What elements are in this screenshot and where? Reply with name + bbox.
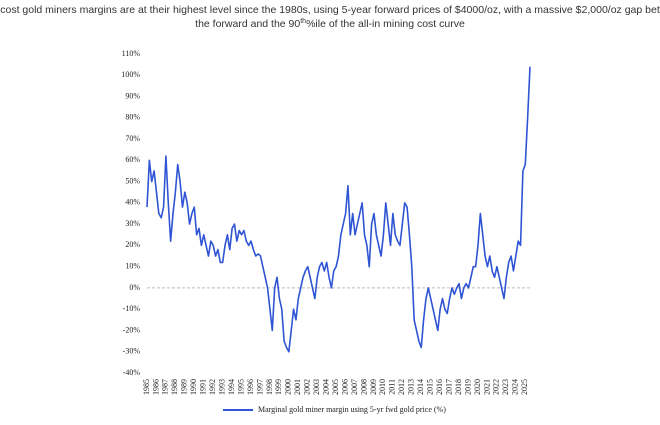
y-tick-label: 20% [125,240,140,249]
data-line [146,66,531,353]
x-tick-label: 2003 [312,379,321,395]
x-tick-label: 1989 [180,379,189,395]
y-tick-label: 70% [125,134,140,143]
y-tick-label: 10% [125,261,140,270]
y-tick-label: 90% [125,91,140,100]
x-tick-label: 1988 [170,379,179,395]
x-tick-label: 2015 [426,379,435,395]
x-tick-label: 1994 [227,379,236,395]
x-tick-label: 1985 [142,379,151,395]
chart-title-superscript: th [300,18,306,25]
x-tick-label: 1995 [236,379,245,395]
y-tick-label: 110% [122,49,141,58]
x-tick-label: 1987 [161,379,170,395]
chart-title: the forward and the 90th%ile of the all-… [195,18,465,30]
x-tick-label: 2017 [444,379,453,395]
x-tick-label: 2011 [388,379,397,395]
x-tick-label: 2025 [520,379,529,395]
x-tick-label: 2020 [473,379,482,395]
x-tick-label: 2013 [407,379,416,395]
x-tick-label: 2024 [511,379,520,395]
x-tick-label: 1997 [255,379,264,395]
x-tick-label: 1990 [189,379,198,395]
x-tick-label: 2004 [322,379,331,395]
x-tick-label: 2002 [303,379,312,395]
chart-title-part: the forward and the 90 [195,18,300,30]
y-tick-label: 40% [125,198,140,207]
x-tick-label: 2023 [501,379,510,395]
x-tick-label: 2018 [454,379,463,395]
y-tick-label: -20% [123,325,141,334]
y-tick-label: 30% [125,219,140,228]
x-tick-label: 1996 [246,379,255,395]
y-tick-label: 0% [129,283,140,292]
chart-title: High-cost gold miners margins are at the… [0,4,660,16]
x-tick-label: 2016 [435,379,444,395]
y-tick-label: 80% [125,113,140,122]
y-tick-label: 50% [125,176,140,185]
x-tick-label: 2014 [416,379,425,395]
x-tick-label: 2001 [293,379,302,395]
x-tick-label: 2022 [492,379,501,395]
x-tick-label: 2009 [369,379,378,395]
y-tick-label: 60% [125,155,140,164]
y-tick-label: -40% [123,368,141,377]
x-tick-label: 2019 [463,379,472,395]
y-tick-label: 100% [121,70,140,79]
x-tick-label: 1999 [274,379,283,395]
x-tick-label: 1998 [265,379,274,395]
x-tick-label: 1986 [151,379,160,395]
x-tick-label: 2005 [331,379,340,395]
x-tick-label: 2000 [284,379,293,395]
x-tick-label: 2007 [350,379,359,395]
x-tick-label: 2021 [482,379,491,395]
x-tick-label: 2008 [359,379,368,395]
chart-title-part: %ile of the all-in mining cost curve [306,18,465,30]
x-tick-label: 1991 [199,379,208,395]
x-tick-label: 1993 [217,379,226,395]
x-tick-label: 2010 [378,379,387,395]
x-tick-label: 1992 [208,379,217,395]
legend-label: Marginal gold miner margin using 5-yr fw… [258,405,446,414]
y-tick-label: -10% [123,304,141,313]
x-tick-label: 2006 [340,379,349,395]
y-tick-label: -30% [123,347,141,356]
x-tick-label: 2012 [397,379,406,395]
